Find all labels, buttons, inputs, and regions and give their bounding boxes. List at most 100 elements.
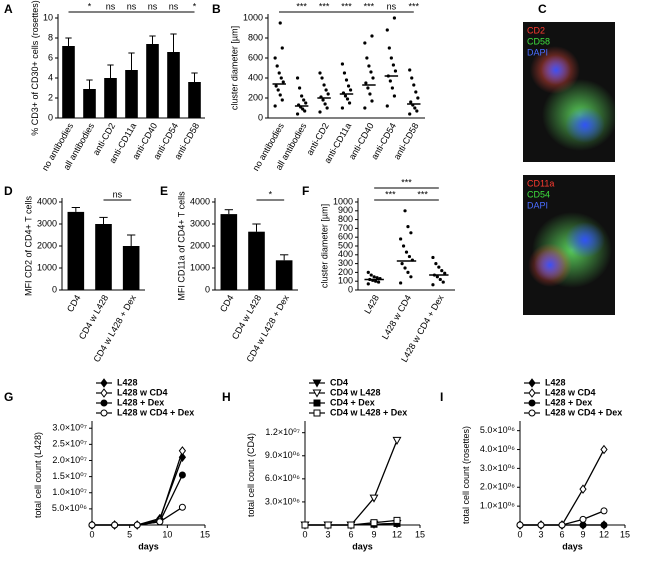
bar (67, 211, 85, 290)
channel-label: CD54 (527, 189, 550, 199)
y-tick-label: 1000 (37, 262, 57, 272)
bar (167, 52, 180, 118)
marker (312, 379, 322, 388)
y-tick-label: 1.0×10⁰⁷ (52, 487, 87, 497)
x-axis-title: days (352, 541, 373, 551)
bar (188, 82, 201, 118)
marker (393, 516, 401, 524)
series-line (92, 474, 183, 526)
marker (516, 521, 524, 529)
x-tick-label: 15 (620, 529, 630, 539)
legend-label: CD4 w L428 + Dex (330, 407, 407, 417)
series-line (520, 449, 605, 526)
significance-label: ns (148, 1, 158, 11)
data-point (303, 109, 307, 113)
data-point (278, 21, 282, 25)
x-tick-label: 3 (538, 529, 543, 539)
y-tick-label: 900 (338, 205, 353, 215)
y-tick-label: 2.5×10⁰⁷ (52, 439, 87, 449)
y-tick-label: 6 (48, 52, 53, 62)
data-point (367, 64, 371, 68)
marker (528, 399, 536, 407)
legend-label: CD4 (330, 377, 348, 387)
data-point (413, 106, 417, 110)
panel-label: C (538, 2, 547, 16)
legend-label: L428 + Dex (545, 397, 592, 407)
data-point (431, 255, 435, 260)
data-point (371, 76, 375, 80)
legend-label: L428 w CD4 + Dex (545, 407, 622, 417)
x-tick-label: 12 (599, 529, 609, 539)
marker (156, 518, 164, 526)
significance-label: * (193, 1, 197, 11)
y-tick-label: 1.5×10⁰⁷ (52, 471, 87, 481)
data-point (387, 46, 391, 50)
x-tick-label: CD4 (218, 293, 236, 314)
y-tick-label: 300 (338, 258, 353, 268)
x-tick-label: 3 (325, 529, 330, 539)
bar (62, 46, 75, 118)
x-tick-label: 0 (302, 529, 307, 539)
significance-label: * (88, 1, 92, 11)
y-tick-label: 1000 (243, 12, 263, 22)
channel-label: DAPI (527, 47, 548, 57)
significance-label: *** (319, 1, 330, 11)
x-tick-label: 5 (127, 529, 132, 539)
series-line (92, 450, 184, 526)
legend-label: CD4 + Dex (330, 397, 375, 407)
y-tick-label: 2.0×10⁰⁶ (480, 482, 515, 492)
marker (100, 388, 108, 398)
data-point (399, 281, 403, 285)
y-tick-label: 800 (248, 32, 263, 42)
y-tick-label: 4000 (190, 196, 210, 206)
marker (369, 494, 379, 503)
data-point (376, 280, 381, 284)
significance-label: ns (387, 1, 397, 11)
data-point (278, 93, 282, 97)
y-tick-label: 500 (338, 240, 353, 250)
panel-label: B (212, 2, 221, 16)
data-point (280, 46, 284, 50)
x-tick-label: 12 (392, 529, 402, 539)
x-tick-label: 9 (371, 529, 376, 539)
y-tick-label: 6.0×10⁰⁶ (265, 473, 300, 483)
x-tick-label: 0 (517, 529, 522, 539)
y-tick-label: 1.0×10⁰⁶ (480, 501, 515, 511)
micrograph-1 (523, 22, 618, 162)
x-tick-label: 10 (162, 529, 172, 539)
data-point (275, 64, 279, 68)
data-point (441, 280, 445, 284)
panel-label: E (160, 184, 168, 198)
marker (178, 446, 187, 456)
data-point (391, 63, 395, 67)
data-point (344, 78, 349, 82)
y-axis-title: total cell count (CD4) (246, 433, 256, 517)
marker (312, 389, 322, 398)
marker (100, 409, 108, 417)
data-point (273, 104, 277, 108)
y-tick-label: 1000 (333, 196, 353, 206)
data-point (393, 69, 398, 73)
significance-label: ns (113, 189, 123, 199)
data-point (375, 276, 379, 280)
y-tick-label: 600 (248, 52, 263, 62)
data-point (366, 270, 370, 274)
data-point (370, 99, 374, 103)
data-point (435, 275, 439, 279)
data-point (443, 271, 447, 275)
y-tick-label: 5.0×10⁰⁶ (480, 425, 515, 435)
significance-label: *** (364, 1, 375, 11)
y-tick-label: 4 (48, 72, 53, 82)
y-tick-label: 0 (48, 112, 53, 122)
data-point (408, 112, 412, 116)
data-point (304, 101, 308, 105)
x-tick-label: 9 (580, 529, 585, 539)
data-point (372, 275, 376, 279)
data-point (281, 80, 285, 84)
data-point (324, 88, 328, 92)
y-tick-label: 600 (338, 232, 353, 242)
marker (579, 521, 587, 529)
panel-label: D (4, 184, 13, 198)
legend-label: L428 w CD4 (117, 387, 168, 397)
y-axis-title: cluster diameter [µm] (320, 204, 330, 288)
